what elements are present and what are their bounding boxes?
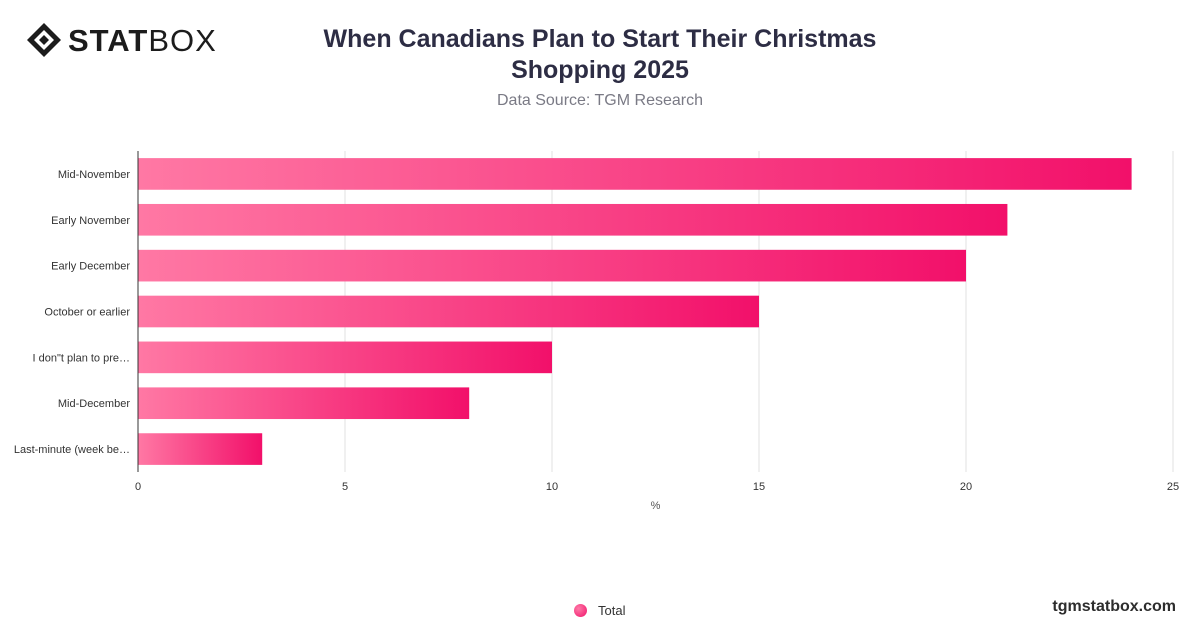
x-tick-label: 25	[1167, 481, 1179, 493]
logo-text-box: BOX	[148, 22, 217, 58]
category-label: October or earlier	[44, 307, 130, 319]
x-axis-title: %	[651, 500, 661, 512]
x-tick-label: 0	[135, 481, 141, 493]
legend-label-total: Total	[598, 603, 626, 618]
bar[interactable]	[138, 295, 759, 328]
chart-title: When Canadians Plan to Start Their Chris…	[323, 25, 877, 84]
category-label: I don"t plan to pre…	[33, 352, 130, 364]
x-axis-ticks: 0 5 10 15 20 25	[135, 481, 1179, 493]
category-labels: Mid-November Early November Early December…	[14, 169, 131, 456]
bar[interactable]	[138, 387, 470, 420]
logo-text-stat: STAT	[68, 22, 149, 58]
bar[interactable]	[138, 158, 1132, 190]
legend[interactable]: Total	[574, 603, 625, 618]
statbox-diamond-icon	[27, 23, 61, 57]
statbox-logo: STAT BOX	[26, 22, 217, 58]
category-label: Last-minute (week be…	[14, 444, 130, 456]
legend-marker-total	[574, 604, 587, 617]
bar-chart: Mid-November Early November Early December…	[14, 151, 1179, 512]
chart-subtitle: Data Source: TGM Research	[496, 92, 703, 109]
bar[interactable]	[138, 341, 552, 374]
bar[interactable]	[138, 433, 263, 465]
x-tick-label: 10	[546, 481, 558, 493]
x-tick-label: 15	[753, 481, 765, 493]
bars	[138, 158, 1132, 465]
category-label: Early November	[51, 215, 130, 227]
x-tick-label: 5	[342, 481, 348, 493]
site-url: tgmstatbox.com	[1052, 598, 1176, 615]
category-label: Early December	[51, 261, 130, 273]
bar[interactable]	[138, 203, 1008, 236]
category-label: Mid-November	[58, 169, 130, 181]
category-label: Mid-December	[58, 398, 130, 410]
x-tick-label: 20	[960, 481, 972, 493]
bar[interactable]	[138, 249, 966, 282]
